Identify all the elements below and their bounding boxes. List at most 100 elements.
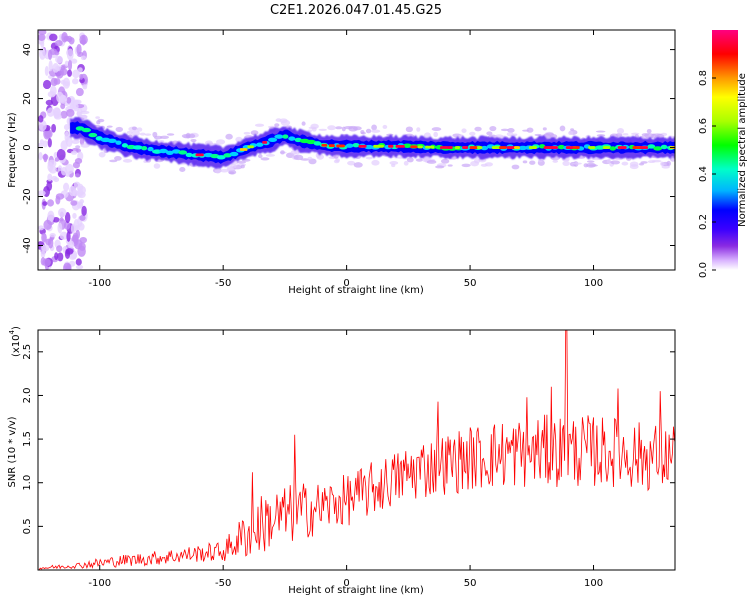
noise-blob [71,78,79,85]
noise-blob [38,120,47,131]
halo-blob [595,130,606,133]
ridge-peak-blob [247,145,254,149]
noise-blob [54,113,62,120]
halo-blob [341,126,346,132]
noise-blob [43,153,48,163]
ridge-core-blob [165,150,174,155]
noise-blob [67,69,72,77]
halo-blob [552,159,559,163]
colorbar-tick-label: 0.8 [698,70,709,86]
halo-blob [610,160,621,165]
halo-blob [236,160,247,164]
halo-blob [638,162,645,166]
ridge-peak-blob [573,146,580,149]
halo-blob [461,128,467,133]
snr-multiplier-close: ) [11,326,22,330]
noise-blob [47,210,55,223]
noise-blob [72,189,79,197]
x-tick-label: -100 [88,578,111,589]
noise-blob [53,151,58,159]
noise-blob [79,215,86,221]
halo-blob [371,159,380,166]
snr-multiplier-base: (x10 [11,334,22,357]
halo-blob [353,162,363,168]
noise-blob [75,264,84,270]
noise-blob [55,55,64,64]
halo-blob [131,126,137,131]
noise-blob [56,245,63,253]
halo-blob [559,125,566,132]
halo-blob [389,161,399,165]
halo-blob [136,127,143,132]
noise-blob [64,163,74,175]
halo-blob [416,127,421,132]
halo-blob [300,158,310,161]
ridge-core-blob [313,141,322,146]
halo-blob [415,158,423,162]
noise-blob [38,33,46,41]
noise-blob [42,201,48,206]
noise-blob [77,67,83,73]
ridge-core-blob [88,132,98,138]
noise-blob [38,142,44,148]
halo-blob [335,158,340,163]
halo-blob [586,160,595,163]
noise-blob [53,78,61,85]
noise-blob [75,258,82,266]
y-tick-label: -20 [22,188,33,204]
ridge-core-blob [256,142,264,147]
noise-blob [64,60,69,67]
noise-blob [52,216,60,223]
halo-blob [474,126,482,132]
noise-blob [54,157,60,162]
noise-blob [38,225,44,231]
noise-blob [49,85,57,97]
figure-title: C2E1.2026.047.01.45.G25 [270,3,442,18]
noise-blob [47,49,53,60]
halo-blob [115,126,124,133]
noise-blob [66,108,75,118]
noise-blob [48,33,58,42]
halo-blob [241,158,251,162]
ridge-core-blob [185,152,193,158]
halo-blob [426,160,437,164]
halo-blob [526,127,534,133]
ridge-peak-blob [639,146,649,149]
colorbar: 0.0 0.2 0.4 0.6 0.8 Normalized spectral ampl… [698,30,748,278]
ridge-peak-blob [417,145,423,149]
halo-blob [318,128,327,131]
noise-blob [59,217,64,222]
ridge-core-blob [480,145,489,151]
x-tick-label: -50 [215,578,231,589]
ridge-core-blob [268,137,278,142]
noise-blob [47,137,52,148]
spectrogram-panel: -100 -50 0 50 100 -40 -20 0 20 40 Height of stra… [7,29,676,296]
halo-blob [347,160,356,166]
ridge-peak-blob [462,146,469,149]
halo-blob [294,151,300,155]
halo-blob [570,128,575,131]
noise-blob [48,60,53,72]
spectrogram-heatmap [38,30,675,270]
y-tick-label: 2.0 [22,388,33,404]
ridge-peak-blob [262,141,268,144]
halo-blob [153,163,161,169]
ridge-peak-blob [239,148,248,151]
noise-blob [60,140,68,151]
ridge-peak-blob [476,146,483,149]
noise-blob [56,148,66,161]
noise-blob [71,139,80,144]
noise-blob [43,219,52,230]
noise-blob [72,103,79,110]
halo-blob [629,161,639,167]
ridge-peak-blob [358,144,367,148]
snr-plot-area [38,330,675,570]
noise-blob [41,232,47,243]
colorbar-ticks: 0.0 0.2 0.4 0.6 0.8 [698,70,716,278]
halo-blob [447,164,453,167]
snr-multiplier-exp: 4 [8,329,16,334]
x-tick-label: 100 [584,278,603,289]
noise-blob [66,96,72,104]
halo-blob [435,165,445,169]
